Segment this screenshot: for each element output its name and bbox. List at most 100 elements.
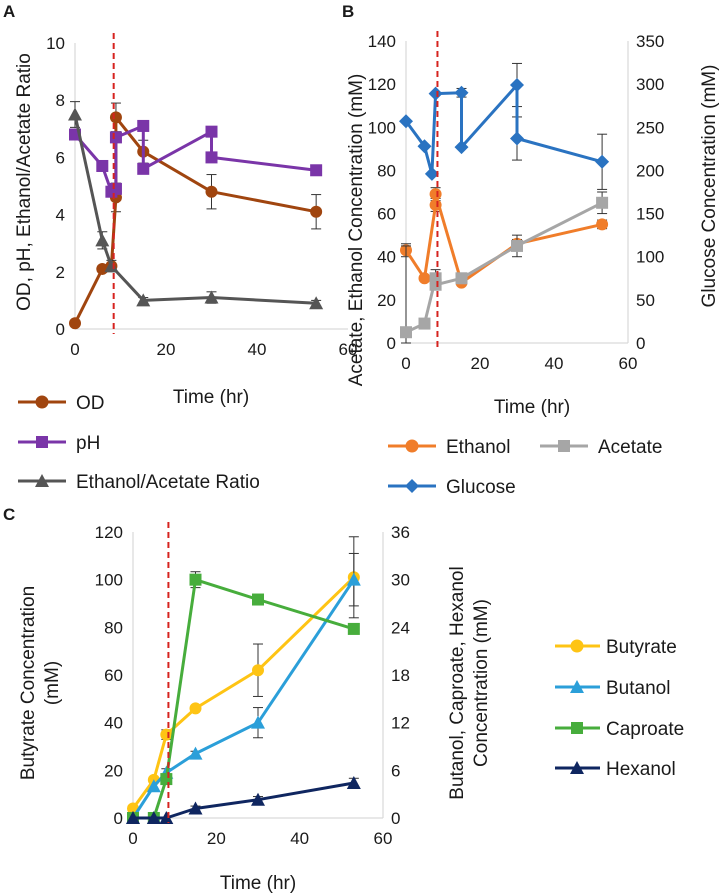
chart1-x-tick-label: 40 [545,354,564,373]
chart2-x-tick-label: 20 [207,829,226,848]
data-point [251,715,265,729]
data-point [205,185,218,198]
panel-a-axes: 0 20 40 60 0 2 4 6 8 10 [46,34,357,359]
chart0-y-tick-label: 6 [56,148,65,167]
legend-label-acetate: Acetate [598,437,662,458]
data-point [454,85,469,100]
data-point [595,154,610,169]
data-point [428,86,443,101]
data-point [596,218,609,231]
panel-a-xlabel: Time (hr) [173,387,249,408]
series-line [73,114,317,305]
legend-item-butanol: Butanol [555,678,670,699]
data-point [136,293,151,307]
panel-b-xlabel: Time (hr) [494,397,570,418]
chart1-x-tick-label: 60 [619,354,638,373]
legend-item-acetate: Acetate [540,437,662,458]
data-point [204,290,219,304]
data-point [109,182,122,195]
chart2-y-tick-label: 100 [95,571,123,590]
data-point [455,272,468,285]
data-point [109,111,122,124]
data-point [137,162,150,175]
chart1-y2-tick-label: 0 [636,334,645,353]
chart2-series-hexanol [126,776,361,824]
chart0-y-tick-label: 2 [56,263,65,282]
data-point [160,773,173,786]
panel-c-ylabel-line2: (mM) [42,661,63,705]
chart0-series-od [69,102,323,330]
data-point [510,131,524,146]
data-point [424,166,439,181]
data-point [104,259,119,273]
chart1-x-tick-label: 20 [471,354,490,373]
legend-item-od: OD [18,393,105,414]
panel-c-ylabel-line1: Butyrate Concentration [18,586,39,780]
chart0-y-tick-label: 8 [56,91,65,110]
data-point [310,164,323,177]
data-point [189,702,202,715]
chart2-series-butyrate [127,536,360,815]
data-point [418,317,431,330]
data-point [399,114,413,129]
panel-b-ylabel: Acetate, Ethanol Concentration (mM) [346,74,367,387]
chart1-y-tick-label: 40 [377,248,396,267]
data-point [137,119,150,132]
chart1-y2-tick-label: 200 [636,161,664,180]
chart1-y2-tick-label: 50 [636,291,655,310]
data-point [160,728,173,741]
chart2-y-tick-label: 120 [95,523,123,542]
panel-c-series [126,522,361,824]
chart1-y-tick-label: 0 [387,334,396,353]
chart1-y2-tick-label: 150 [636,205,664,224]
legend-label-butyrate: Butyrate [606,637,677,658]
legend-item-butyrate: Butyrate [555,637,677,658]
legend-label-hexanol: Hexanol [606,759,676,780]
legend-label-ethanol: Ethanol [446,437,510,458]
data-point [252,664,264,677]
chart2-y2-tick-label: 12 [391,714,410,733]
chart1-y2-tick-label: 300 [636,75,664,94]
chart2-y-tick-label: 80 [104,618,123,637]
panel-a-series [68,33,324,334]
chart1-y-tick-label: 140 [368,32,396,51]
legend-label-ph: pH [76,433,100,454]
chart1-y-tick-label: 100 [368,118,396,137]
chart2-x-tick-label: 60 [374,829,393,848]
chart2-y-tick-label: 0 [114,809,123,828]
panel-letter-c: C [3,505,15,524]
legend-item-ph: pH [18,433,100,454]
panel-c-y2label-line2: Concentration (mM) [471,599,492,767]
series-line [73,124,317,194]
chart1-y2-tick-label: 350 [636,32,664,51]
legend-label-od: OD [76,393,105,414]
data-point [454,140,469,155]
data-point [400,326,412,339]
panel-c-legend: Butyrate Butanol Caproate Hexanol [555,637,684,780]
data-point [429,278,442,291]
data-point [418,272,431,285]
chart2-x-tick-label: 0 [128,829,137,848]
data-point [126,811,140,824]
chart1-y-tick-label: 20 [377,291,396,310]
data-point [146,779,161,793]
data-point [95,233,110,247]
panel-letter-b: B [342,2,354,21]
legend-item-glucose: Glucose [388,477,516,498]
data-point [511,239,523,252]
data-point [252,593,264,606]
panel-a: 0 20 40 60 0 2 4 6 8 10 Time (hr) OD, pH, Ethanol… [14,33,357,493]
chart2-series-caproate [127,571,360,824]
chart2-y2-tick-label: 30 [391,571,410,590]
chart2-y2-tick-label: 0 [391,809,400,828]
series-line [405,201,603,334]
data-point [309,296,324,310]
panel-b-y2label: Glucose Concentration (mM) [699,65,720,308]
data-point [417,139,432,154]
data-point [346,776,361,790]
chart0-series-ph [69,119,323,198]
chart0-y-tick-label: 10 [46,34,65,53]
data-point [69,317,81,330]
